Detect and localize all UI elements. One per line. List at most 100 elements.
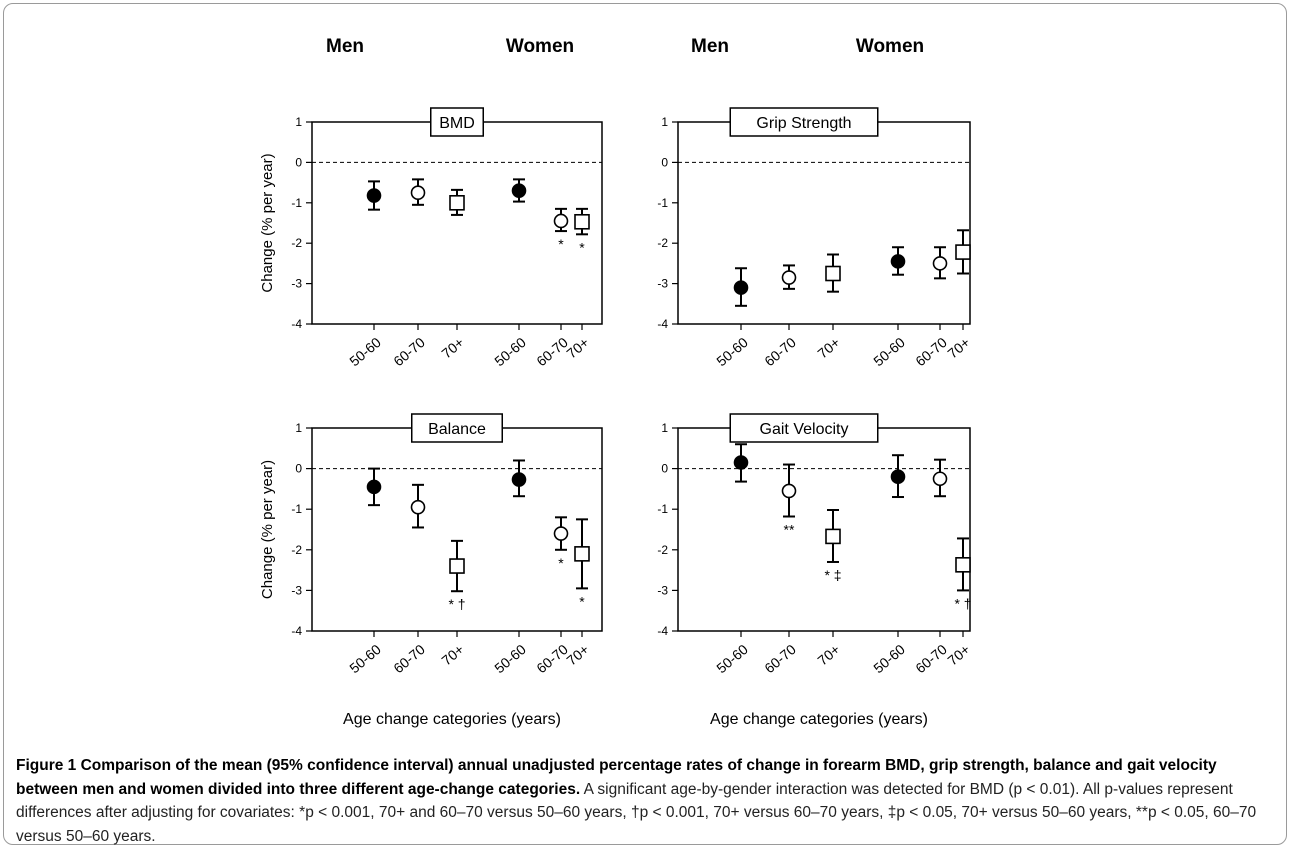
panel-title: Gait Velocity [760,421,849,438]
y-tick-label: 0 [295,462,302,476]
y-tick-label: -2 [291,543,302,557]
x-axis-label: Age change categories (years) [710,711,928,728]
mean-marker-square [574,213,590,230]
group-label: Women [856,36,924,57]
y-tick-label: 1 [295,421,302,435]
y-tick-label: -3 [291,277,302,291]
y-tick-label: -3 [657,277,668,291]
y-tick-label: -1 [657,502,668,516]
x-tick-label: 50-60 [870,334,908,369]
x-tick-label: 50-60 [870,641,908,676]
x-axis-label: Age change categories (years) [343,711,561,728]
significance-annotation: * ‡ [824,567,841,583]
caption-title: Comparison of the mean (95% confidence i… [16,757,1217,798]
x-tick-label: 70+ [563,641,591,669]
significance-annotation: * [579,239,585,255]
mean-marker-square [955,557,971,573]
mean-marker-open [932,471,948,487]
x-tick-label: 50-60 [713,334,751,369]
significance-annotation: * † [954,595,971,611]
group-label: Men [326,36,364,57]
figure-frame [3,3,1287,845]
y-tick-label: 0 [295,155,302,169]
y-axis-label: Change (% per year) [259,153,276,292]
significance-annotation: * [558,236,564,252]
group-label: Men [691,36,729,57]
x-tick-label: 70+ [438,641,466,669]
mean-marker-open [410,185,426,200]
y-tick-label: -4 [657,624,668,638]
mean-marker-filled [366,479,382,495]
figure-caption: Figure 1 Comparison of the mean (95% con… [16,754,1278,848]
mean-marker-square [955,244,971,260]
x-tick-label: 60-70 [390,334,428,369]
mean-marker-square [449,558,465,574]
y-tick-label: 1 [661,115,668,129]
mean-marker-filled [890,469,906,485]
panel-title-box [729,413,879,443]
y-tick-label: -1 [291,502,302,516]
group-label: Women [506,36,574,57]
x-tick-label: 70+ [438,334,466,362]
mean-marker-filled [733,455,749,470]
mean-marker-square [449,195,465,211]
mean-marker-open [932,256,948,271]
mean-marker-filled [733,280,749,295]
mean-marker-square [825,528,841,545]
mean-marker-filled [890,254,906,269]
x-tick-label: 70+ [563,334,591,362]
mean-marker-open [553,526,569,541]
y-tick-label: 0 [661,462,668,476]
caption-body: A significant age-by-gender interaction … [16,780,1257,845]
figure-panels: 1 0 -1 -2 -3 -4 BMD Change (% per year) Men Women… [259,36,973,728]
x-tick-label: 50-60 [346,641,384,676]
plot-frame [677,121,971,325]
x-tick-label: 60-70 [912,334,950,369]
y-tick-label: -3 [657,583,668,597]
x-tick-label: 50-60 [491,641,529,676]
x-tick-label: 50-60 [346,334,384,369]
y-axis-label: Change (% per year) [259,460,276,599]
plot-frame [677,427,971,632]
y-tick-label: 1 [661,421,668,435]
significance-annotation: ** [784,522,795,538]
panel-title-box [430,107,484,137]
panel-title: Grip Strength [756,115,851,132]
x-tick-label: 70+ [814,641,842,669]
y-tick-label: -1 [291,196,302,210]
y-tick-label: 1 [295,115,302,129]
mean-marker-open [553,213,569,229]
x-tick-label: 70+ [944,334,972,362]
x-tick-label: 70+ [814,334,842,362]
mean-marker-open [781,483,797,499]
x-tick-label: 70+ [944,641,972,669]
mean-marker-open [410,499,426,515]
significance-annotation: * [579,593,585,609]
mean-marker-square [825,265,841,282]
mean-marker-open [781,270,797,285]
x-tick-label: 60-70 [390,641,428,676]
panel-title-box [729,107,879,137]
y-tick-label: -4 [291,624,302,638]
caption-label: Figure 1 [16,757,77,774]
y-tick-label: -2 [657,543,668,557]
y-tick-label: -2 [291,236,302,250]
panel-title: BMD [439,115,475,132]
x-tick-label: 50-60 [713,641,751,676]
y-tick-label: -1 [657,196,668,210]
panel-title: Balance [428,421,486,438]
mean-marker-filled [511,472,527,487]
x-tick-label: 60-70 [761,641,799,676]
mean-marker-filled [366,188,382,203]
x-tick-label: 60-70 [912,641,950,676]
x-tick-label: 60-70 [761,334,799,369]
y-tick-label: -4 [291,317,302,331]
y-tick-label: -3 [291,583,302,597]
x-tick-label: 50-60 [491,334,529,369]
y-tick-label: -2 [657,236,668,250]
mean-marker-filled [511,183,527,198]
significance-annotation: * † [448,596,465,612]
panel-title-box [411,413,503,443]
y-tick-label: 0 [661,155,668,169]
significance-annotation: * [558,555,564,571]
